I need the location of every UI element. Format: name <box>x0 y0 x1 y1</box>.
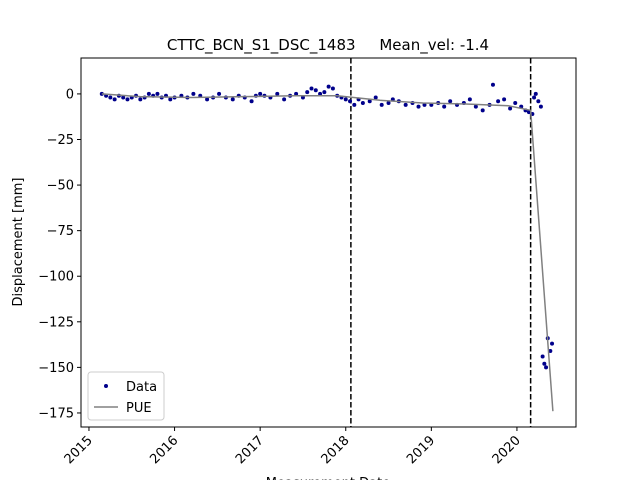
data-point <box>108 95 113 100</box>
data-point <box>282 97 287 102</box>
data-point <box>386 101 391 106</box>
y-tick-label: −100 <box>38 270 74 285</box>
y-tick-label: −75 <box>47 224 74 239</box>
y-axis-label: Displacement [mm] <box>11 178 26 307</box>
data-point <box>330 86 335 91</box>
y-tick-label: −50 <box>47 179 74 194</box>
data-point <box>416 104 421 109</box>
data-point <box>473 104 478 109</box>
data-point <box>532 95 537 100</box>
y-tick-label: −125 <box>38 315 74 330</box>
data-point <box>536 99 541 104</box>
data-point <box>403 102 408 107</box>
y-tick-label: −25 <box>47 133 74 148</box>
data-point <box>550 341 555 346</box>
x-axis-label: Measurement Date <box>266 476 390 480</box>
data-point <box>508 106 513 111</box>
data-point <box>360 101 365 106</box>
data-point <box>258 91 263 96</box>
data-point <box>112 97 117 102</box>
data-point <box>313 88 318 93</box>
data-point <box>480 108 485 113</box>
data-point <box>326 84 331 89</box>
data-point <box>138 97 143 102</box>
data-point <box>373 95 378 100</box>
y-tick-label: −175 <box>38 406 74 421</box>
data-point <box>367 99 372 104</box>
data-point <box>155 91 160 96</box>
chart-title: CTTC_BCN_S1_DSC_1483 Mean_vel: -1.4 <box>167 36 489 55</box>
data-point <box>448 99 453 104</box>
data-point <box>294 91 299 96</box>
data-point <box>544 365 549 370</box>
legend-label: Data <box>126 380 157 395</box>
data-point <box>526 110 531 115</box>
data-point <box>191 91 196 96</box>
data-point <box>121 95 126 100</box>
data-point <box>496 99 501 104</box>
data-point <box>379 102 384 107</box>
data-point <box>146 91 151 96</box>
legend-label: PUE <box>126 401 152 416</box>
y-tick-label: 0 <box>66 87 74 102</box>
legend-marker <box>104 384 108 388</box>
data-point <box>533 91 538 96</box>
data-point <box>309 86 314 91</box>
data-point <box>442 104 447 109</box>
data-point <box>348 99 353 104</box>
data-point <box>513 101 518 106</box>
data-point <box>230 97 235 102</box>
data-point <box>125 97 130 102</box>
data-point <box>318 91 323 96</box>
data-point <box>467 97 472 102</box>
data-point <box>422 102 427 107</box>
y-tick-label: −150 <box>38 361 74 376</box>
data-point <box>300 95 305 100</box>
data-point <box>502 97 507 102</box>
data-point <box>275 91 280 96</box>
data-point <box>490 82 495 87</box>
data-point <box>548 348 553 353</box>
data-point <box>205 97 210 102</box>
data-point <box>538 104 543 109</box>
data-point <box>540 354 545 359</box>
data-point <box>217 91 222 96</box>
data-point <box>322 90 327 95</box>
plot-frame <box>80 57 577 428</box>
pue-line <box>101 93 554 412</box>
data-point <box>352 102 357 107</box>
data-point <box>542 361 547 366</box>
data-point <box>168 97 173 102</box>
data-point <box>249 99 254 104</box>
data-point <box>305 90 310 95</box>
legend-box <box>87 371 165 421</box>
data-point <box>343 97 348 102</box>
